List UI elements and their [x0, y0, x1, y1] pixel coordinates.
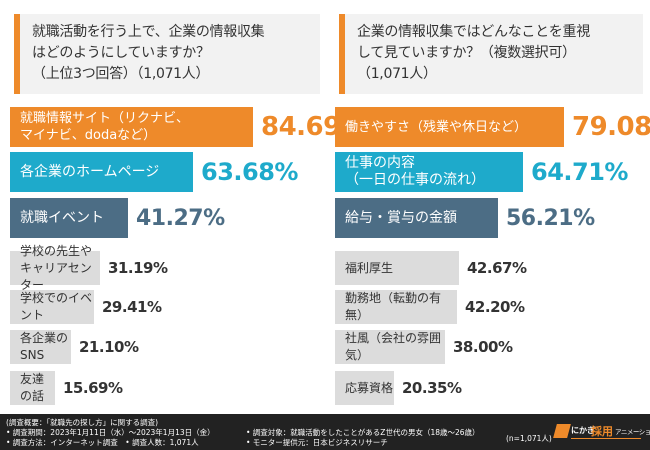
right-bar-label-1: 働きやすさ（残業や休日など） — [345, 119, 528, 135]
left-bar-7: 友達の話 — [10, 371, 55, 405]
left-bar-value-text-2: 63.68% — [201, 158, 298, 186]
right-bar-label-2: 仕事の内容 （一日の仕事の流れ） — [345, 155, 485, 188]
survey-period: • 調査期間：2023年1月11日（水）〜2023年1月13日（金） — [6, 428, 215, 437]
left-bar-value-3: 41.27% — [136, 198, 225, 238]
left-bar-value-7: 15.69% — [63, 371, 123, 405]
left-bar-label-2: 各企業のホームページ — [20, 163, 160, 180]
right-bar-value-3: 56.21% — [506, 198, 595, 238]
right-bar-value-2: 64.71% — [531, 152, 628, 192]
right-bar-2: 仕事の内容 （一日の仕事の流れ） — [335, 152, 523, 192]
right-bar-value-text-2: 64.71% — [531, 158, 628, 186]
right-bar-6: 社風（会社の雰囲気） — [335, 330, 445, 364]
survey-footer: (調査概要：「就職先の探し方」に関する調査) • 調査期間：2023年1月11日… — [0, 414, 650, 450]
left-chart-panel: 就職活動を行う上で、企業の情報収集 はどのようにしていますか？ （上位3つ回答）… — [0, 0, 367, 410]
left-bar-3: 就職イベント — [10, 198, 128, 238]
right-question-text: 企業の情報収集ではどんなことを重視 して見ていますか？（複数選択可） （1,07… — [357, 24, 590, 82]
right-bar-1: 働きやすさ（残業や休日など） — [335, 107, 564, 147]
left-bar-label-5: 学校でのイベント — [20, 291, 93, 322]
survey-monitor: • モニター提供元：日本ビジネスリサーチ — [246, 438, 388, 447]
left-bar-value-5: 29.41% — [102, 290, 162, 324]
left-question-text: 就職活動を行う上で、企業の情報収集 はどのようにしていますか？ （上位3つ回答）… — [32, 24, 265, 82]
right-bar-3: 給与・賞与の金額 — [335, 198, 498, 238]
left-bar-value-4: 31.19% — [108, 251, 168, 285]
right-bar-5: 勤務地（転勤の有無） — [335, 290, 457, 324]
left-bar-value-text-5: 29.41% — [102, 298, 162, 316]
right-bar-label-3: 給与・賞与の金額 — [345, 209, 457, 226]
right-bar-value-4: 42.67% — [467, 251, 527, 285]
left-bar-label-1: 就職情報サイト（リクナビ、 マイナビ、dodaなど） — [20, 111, 190, 143]
right-bar-value-7: 20.35% — [402, 371, 462, 405]
right-question-box: 企業の情報収集ではどんなことを重視 して見ていますか？（複数選択可） （1,07… — [339, 14, 643, 94]
left-bar-value-text-3: 41.27% — [136, 205, 225, 231]
right-bar-label-4: 福利厚生 — [345, 260, 394, 275]
left-bar-label-3: 就職イベント — [20, 209, 104, 226]
right-bar-value-text-7: 20.35% — [402, 379, 462, 397]
left-bar-4: 学校の先生やキャリアセンター — [10, 243, 100, 292]
right-bar-value-1: 79.08% — [572, 107, 650, 147]
logo-text-a: にかぎ — [571, 426, 595, 435]
right-chart-panel: 企業の情報収集ではどんなことを重視 して見ていますか？（複数選択可） （1,07… — [325, 0, 650, 410]
logo-mark — [553, 424, 571, 438]
right-bar-7: 応募資格 — [335, 371, 394, 405]
right-bar-label-6: 社風（会社の雰囲気） — [345, 331, 442, 362]
left-bar-1: 就職情報サイト（リクナビ、 マイナビ、dodaなど） — [10, 107, 253, 147]
left-bar-value-text-6: 21.10% — [79, 338, 139, 356]
left-bar-value-2: 63.68% — [201, 152, 298, 192]
right-bar-label-7: 応募資格 — [345, 380, 394, 395]
sample-size: (n=1,071人) — [506, 434, 552, 443]
right-bar-value-5: 42.20% — [465, 290, 525, 324]
right-bar-value-text-4: 42.67% — [467, 259, 527, 277]
logo-text-c: アニメーション — [615, 428, 650, 436]
survey-title: (調査概要：「就職先の探し方」に関する調査) — [6, 418, 159, 427]
logo-underline — [571, 438, 641, 439]
right-bar-value-text-6: 38.00% — [453, 338, 513, 356]
right-bar-value-text-1: 79.08% — [572, 112, 650, 142]
survey-method: • 調査方法：インターネット調査 • 調査人数：1,071人 — [6, 438, 199, 447]
right-bar-label-5: 勤務地（転勤の有無） — [345, 291, 442, 322]
right-bar-value-text-3: 56.21% — [506, 205, 595, 231]
left-bar-label-6: 各企業のSNS — [20, 331, 69, 362]
company-logo: にかぎ 採用 アニメーション — [553, 422, 650, 442]
left-bar-value-text-7: 15.69% — [63, 379, 123, 397]
right-bar-4: 福利厚生 — [335, 251, 459, 285]
right-bar-value-text-5: 42.20% — [465, 298, 525, 316]
logo-text-b: 採用 — [591, 425, 613, 438]
left-bar-value-6: 21.10% — [79, 330, 139, 364]
left-bar-value-text-4: 31.19% — [108, 259, 168, 277]
left-bar-label-4: 学校の先生やキャリアセンター — [20, 243, 93, 292]
left-question-box: 就職活動を行う上で、企業の情報収集 はどのようにしていますか？ （上位3つ回答）… — [14, 14, 320, 94]
left-bar-label-7: 友達の話 — [20, 372, 45, 403]
left-bar-2: 各企業のホームページ — [10, 152, 193, 192]
right-bar-value-6: 38.00% — [453, 330, 513, 364]
survey-target: • 調査対象：就職活動をしたことがあるZ世代の男女（18歳〜26歳） — [246, 428, 480, 437]
left-bar-5: 学校でのイベント — [10, 290, 94, 324]
left-bar-6: 各企業のSNS — [10, 330, 71, 364]
